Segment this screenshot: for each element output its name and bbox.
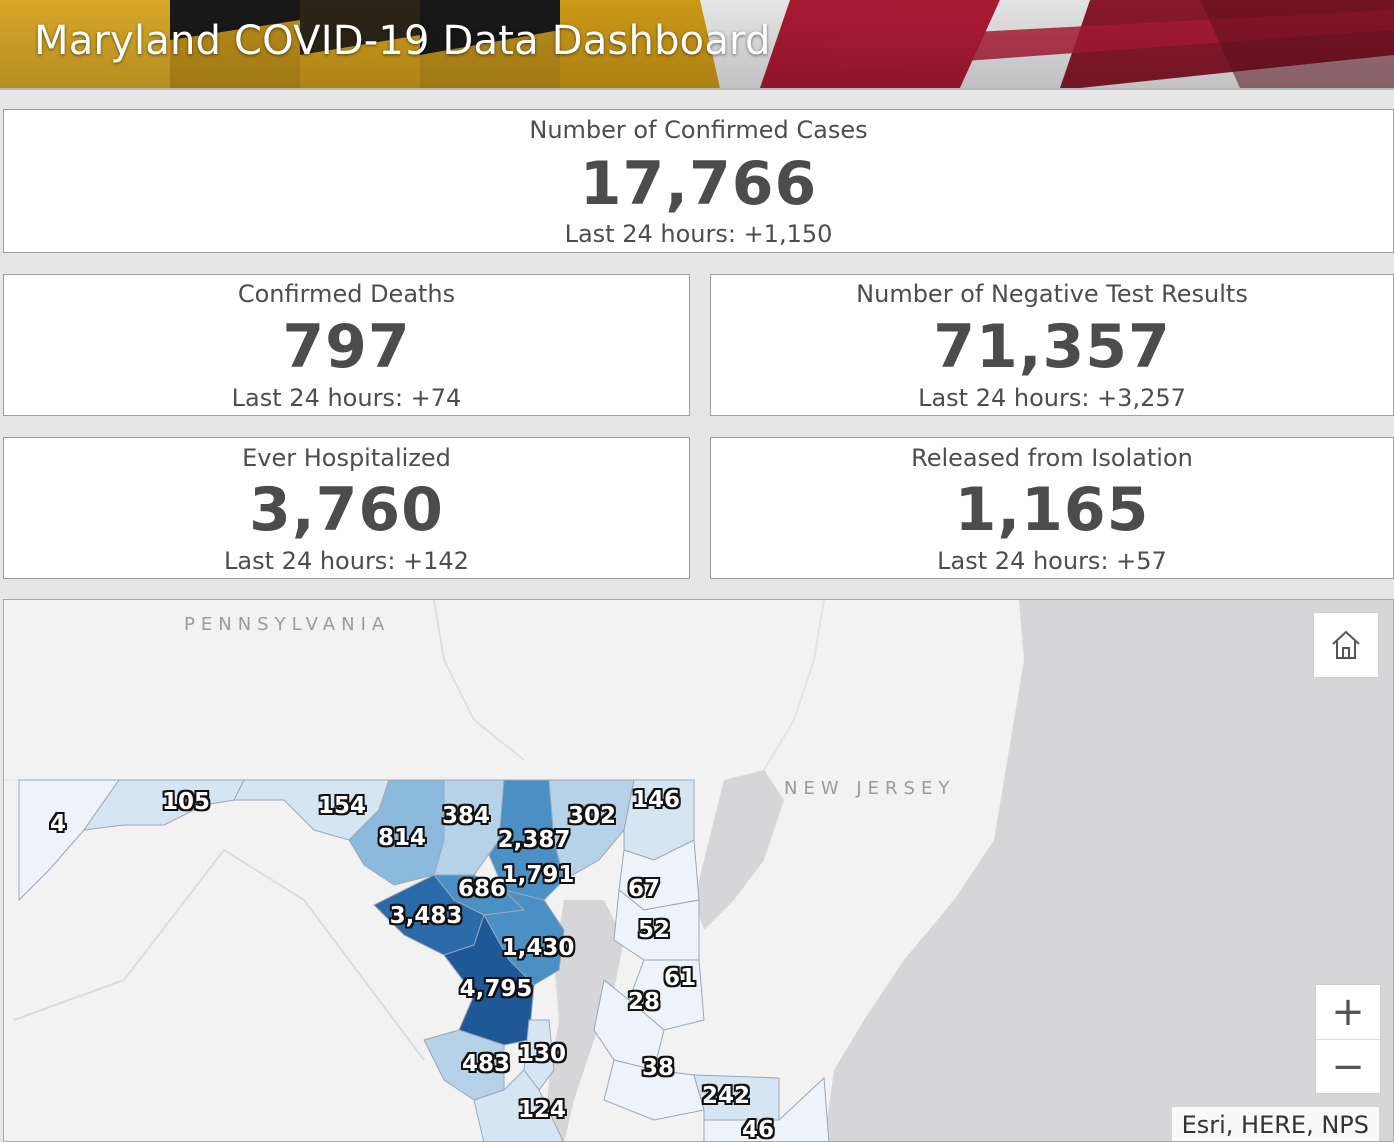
county-count-label: 302	[567, 803, 617, 829]
county-case-map[interactable]: PENNSYLVANIA NEW JERSEY 4 105 154 814 38…	[3, 599, 1394, 1142]
county-count-label: 242	[701, 1083, 751, 1109]
county-count-label: 61	[663, 965, 697, 991]
county-count-label: 384	[441, 803, 491, 829]
deaths-delta: Last 24 hours: +74	[231, 384, 462, 412]
released-label: Released from Isolation	[911, 444, 1193, 472]
county-count-label: 52	[637, 917, 671, 943]
released-value: 1,165	[954, 475, 1150, 545]
confirmed-cases-value: 17,766	[579, 149, 818, 219]
deaths-card: Confirmed Deaths 797 Last 24 hours: +74	[3, 274, 690, 416]
hospitalized-label: Ever Hospitalized	[242, 444, 451, 472]
county-count-label: 4	[49, 811, 67, 837]
confirmed-cases-label: Number of Confirmed Cases	[529, 116, 868, 144]
county-count-label: 686	[457, 876, 507, 902]
negative-tests-label: Number of Negative Test Results	[856, 280, 1248, 308]
county-count-label: 1,791	[501, 862, 575, 888]
pennsylvania-label: PENNSYLVANIA	[184, 614, 391, 635]
deaths-label: Confirmed Deaths	[237, 280, 456, 308]
county-count-label: 146	[631, 787, 681, 813]
county-count-label: 67	[627, 876, 661, 902]
county-count-label: 483	[461, 1051, 511, 1077]
county-count-label: 38	[641, 1055, 675, 1081]
confirmed-cases-delta: Last 24 hours: +1,150	[564, 220, 833, 248]
map-zoom-controls: + −	[1315, 984, 1381, 1094]
map-home-button[interactable]	[1313, 612, 1379, 678]
hospitalized-delta: Last 24 hours: +142	[224, 547, 469, 575]
county-count-label: 1,430	[501, 935, 575, 961]
county-count-label: 46	[741, 1117, 775, 1142]
zoom-divider	[1316, 1039, 1380, 1040]
dashboard-header: Maryland COVID-19 Data Dashboard	[0, 0, 1394, 90]
county-count-label: 28	[627, 989, 661, 1015]
negative-tests-delta: Last 24 hours: +3,257	[918, 384, 1186, 412]
home-icon	[1332, 630, 1360, 659]
map-attribution: Esri, HERE, NPS	[1171, 1107, 1379, 1141]
county-count-label: 130	[517, 1041, 567, 1067]
maryland-flag-banner	[0, 0, 1394, 88]
county-count-label: 2,387	[497, 827, 571, 853]
hospitalized-value: 3,760	[249, 475, 444, 545]
released-card: Released from Isolation 1,165 Last 24 ho…	[710, 437, 1394, 579]
negative-tests-card: Number of Negative Test Results 71,357 L…	[710, 274, 1394, 416]
county-count-label: 814	[377, 825, 427, 851]
hospitalized-card: Ever Hospitalized 3,760 Last 24 hours: +…	[3, 437, 690, 579]
confirmed-cases-card: Number of Confirmed Cases 17,766 Last 24…	[3, 109, 1394, 253]
map-basemap	[4, 600, 1393, 1141]
negative-tests-value: 71,357	[933, 312, 1171, 382]
county-count-label: 3,483	[389, 903, 463, 929]
county-count-label: 154	[317, 793, 367, 819]
deaths-value: 797	[282, 312, 411, 382]
county-count-label: 105	[161, 789, 211, 815]
released-delta: Last 24 hours: +57	[937, 547, 1167, 575]
county-count-label: 4,795	[459, 976, 533, 1002]
county-count-label: 124	[517, 1097, 567, 1123]
zoom-out-button[interactable]: −	[1331, 1044, 1365, 1090]
zoom-in-button[interactable]: +	[1331, 989, 1365, 1035]
dashboard-title: Maryland COVID-19 Data Dashboard	[34, 18, 771, 64]
new-jersey-label: NEW JERSEY	[784, 778, 956, 799]
